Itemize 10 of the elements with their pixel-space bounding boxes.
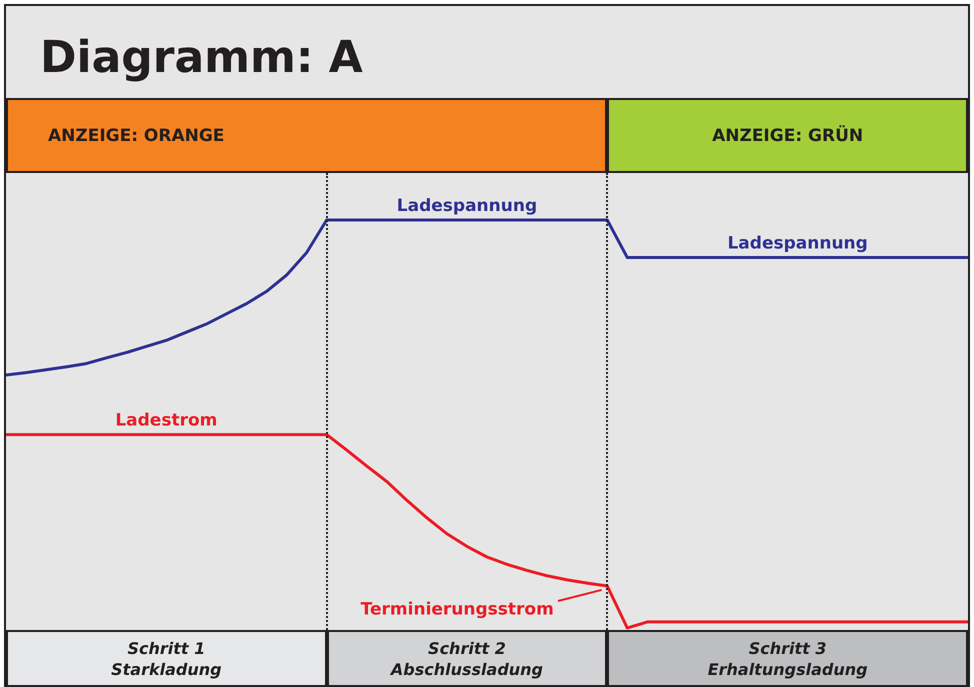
text: Ladespannung — [396, 196, 538, 216]
chart-title: Diagramm: A — [40, 32, 363, 83]
text: Schritt 3 Erhaltungsladung — [607, 630, 968, 687]
text: ANZEIGE: ORANGE — [6, 98, 608, 173]
text: ANZEIGE: GRÜN — [607, 98, 968, 173]
series-label: Ladestrom — [115, 410, 218, 431]
annotation: Terminierungsstrom — [360, 599, 554, 620]
series-label: Ladespannung — [727, 233, 868, 254]
text: Schritt 1 Starkladung — [6, 630, 327, 687]
text: Schritt 2 Abschlussladung — [326, 630, 608, 687]
